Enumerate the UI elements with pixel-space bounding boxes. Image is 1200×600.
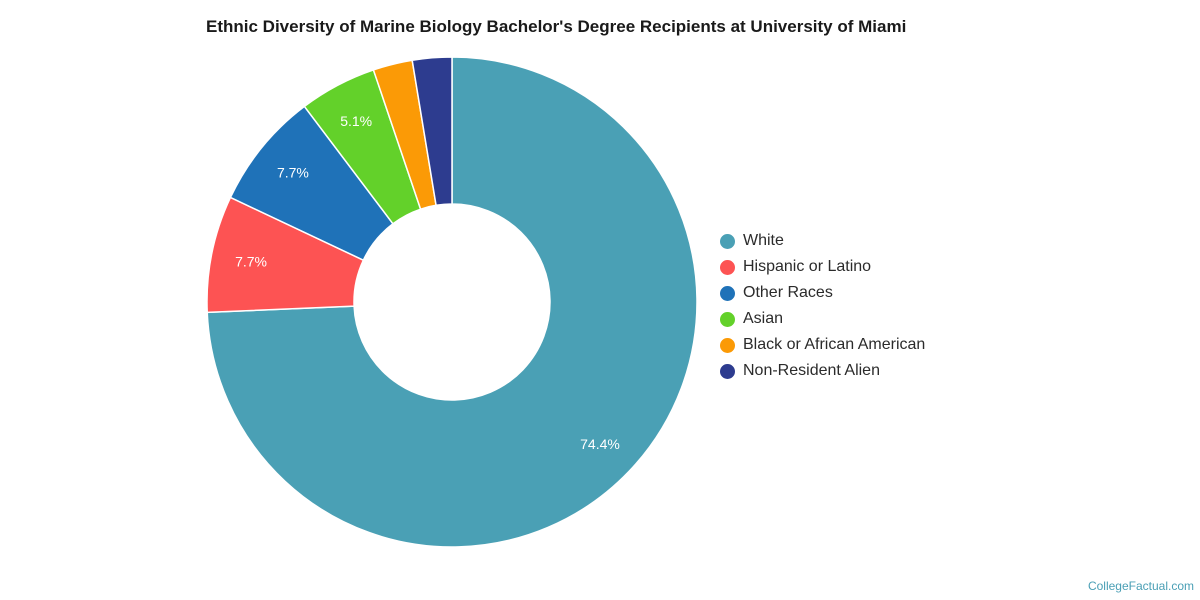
data-label-asian: 5.1% xyxy=(340,113,372,129)
legend-label: Black or African American xyxy=(743,336,926,353)
data-label-hispanic-or-latino: 7.7% xyxy=(235,253,267,269)
legend-label: Other Races xyxy=(743,284,833,301)
legend-swatch xyxy=(720,285,735,301)
legend-swatch xyxy=(720,259,735,275)
data-label-other-races: 7.7% xyxy=(277,165,309,181)
legend-item-non-resident-alien[interactable]: Non-Resident Alien xyxy=(720,358,925,384)
legend-item-white[interactable]: White xyxy=(720,228,925,254)
legend-label: Asian xyxy=(743,310,784,327)
legend-label: Non-Resident Alien xyxy=(743,362,880,379)
legend-swatch xyxy=(720,363,735,379)
legend-label: White xyxy=(743,232,784,249)
data-label-white: 74.4% xyxy=(580,436,620,452)
legend-label: Hispanic or Latino xyxy=(743,258,872,275)
slice-non-resident-alien[interactable] xyxy=(411,56,453,207)
legend-item-other-races[interactable]: Other Races xyxy=(720,280,925,306)
chart-title: Ethnic Diversity of Marine Biology Bache… xyxy=(206,17,907,36)
source-credit-link[interactable]: CollegeFactual.com xyxy=(1087,579,1194,593)
legend-swatch xyxy=(720,233,735,249)
legend-item-asian[interactable]: Asian xyxy=(720,306,925,332)
legend-item-hispanic-or-latino[interactable]: Hispanic or Latino xyxy=(720,254,925,280)
legend-item-black-or-african-american[interactable]: Black or African American xyxy=(720,332,925,358)
legend-swatch xyxy=(720,337,735,353)
legend-swatch xyxy=(720,311,735,327)
chart-legend: White Hispanic or Latino Other Races Asian B… xyxy=(720,228,925,384)
slice-white[interactable] xyxy=(206,56,698,548)
